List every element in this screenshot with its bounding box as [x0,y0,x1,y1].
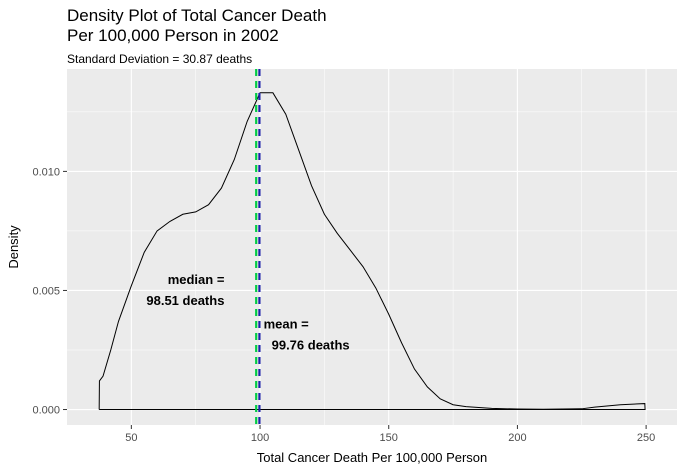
chart-subtitle: Standard Deviation = 30.87 deaths [67,52,253,66]
mean-label-line2: 99.76 deaths [272,337,350,352]
y-axis-ticks: 0.000 0.005 0.010 [32,166,67,417]
x-tick-label: 100 [251,432,269,444]
density-curve [98,92,646,411]
chart-title: Density Plot of Total Cancer Death Per 10… [67,6,327,46]
mean-label-line1: mean = [264,316,310,331]
chart-title-line1: Density Plot of Total Cancer Death [67,6,327,25]
x-tick-label: 150 [380,432,398,444]
y-tick-label: 0.000 [32,405,60,417]
y-axis-title: Density [6,225,21,269]
plot-panel [67,69,677,425]
x-tick-label: 250 [637,432,655,444]
y-tick-label: 0.005 [32,285,60,297]
y-tick-label: 0.010 [32,166,60,178]
median-label-line1: median = [168,272,225,287]
chart-title-line2: Per 100,000 Person in 2002 [67,26,279,45]
grid-minor [67,69,677,425]
x-tick-label: 50 [125,432,137,444]
median-label-line2: 98.51 deaths [146,293,224,308]
x-axis-ticks: 50 100 150 200 250 [125,425,655,444]
x-axis-title: Total Cancer Death Per 100,000 Person [257,450,488,465]
x-tick-label: 200 [508,432,526,444]
